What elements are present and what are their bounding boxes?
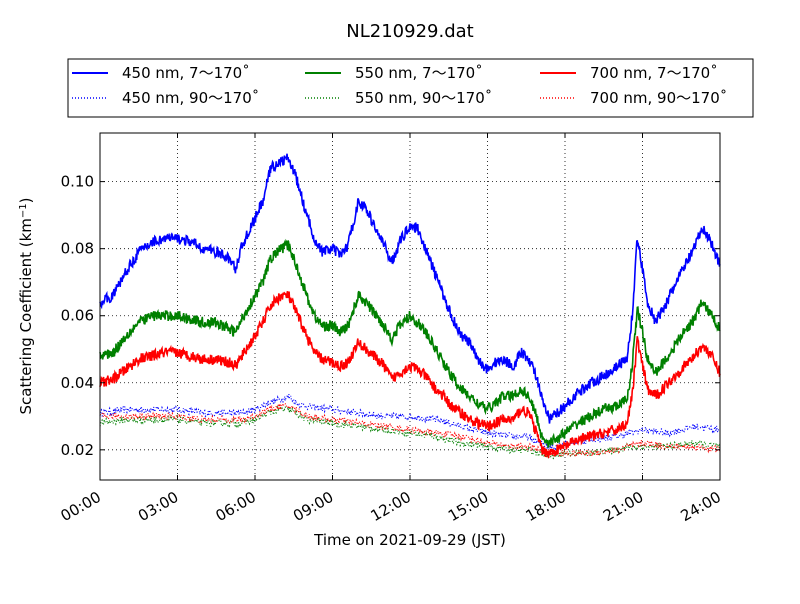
- series-layer: [99, 153, 721, 460]
- plot-frame: [99, 132, 721, 481]
- x-tick-label: 12:00: [368, 488, 414, 525]
- y-tick-label: 0.04: [61, 374, 94, 392]
- y-axis-label-main: Scattering Coefficient (km: [17, 218, 35, 414]
- x-tick-label: 03:00: [135, 488, 181, 525]
- x-tick-label: 06:00: [213, 488, 259, 525]
- series-line-4: [99, 393, 721, 451]
- legend-label: 450 nm, 90～170˚: [122, 89, 259, 107]
- chart-title: NL210929.dat: [346, 21, 473, 42]
- x-tick-label: 00:00: [58, 488, 104, 525]
- legend-label: 550 nm, 7～170˚: [355, 64, 483, 82]
- series-line-3: [99, 291, 721, 459]
- legend-label: 450 nm, 7～170˚: [122, 64, 250, 82]
- y-axis-label-close: ): [17, 197, 35, 203]
- x-tick-label: 21:00: [600, 488, 646, 525]
- plot-area: [100, 133, 720, 480]
- series-line-5: [99, 404, 721, 460]
- x-tick-label: 15:00: [445, 488, 491, 525]
- legend: 450 nm, 7～170˚ 550 nm, 7～170˚ 700 nm, 7～17…: [67, 58, 754, 118]
- x-tick-label: 24:00: [678, 488, 724, 525]
- legend-frame: [67, 58, 754, 118]
- y-tick-label: 0.06: [61, 307, 94, 325]
- y-axis-label: Scattering Coefficient (km−1): [17, 197, 35, 414]
- x-tick-label: 18:00: [523, 488, 569, 525]
- legend-label: 700 nm, 7～170˚: [590, 64, 718, 82]
- grid: [100, 133, 720, 480]
- y-tick-label: 0.10: [61, 173, 94, 191]
- y-tick-label: 0.02: [61, 441, 94, 459]
- x-axis-label: Time on 2021-09-29 (JST): [313, 531, 506, 549]
- y-axis-label-superscript: −1: [18, 203, 29, 218]
- legend-label: 550 nm, 90～170˚: [355, 89, 492, 107]
- y-tick-label: 0.08: [61, 240, 94, 258]
- series-line-1: [99, 153, 721, 424]
- series-line-2: [99, 238, 721, 448]
- x-tick-label: 09:00: [290, 488, 336, 525]
- legend-label: 700 nm, 90～170˚: [590, 89, 727, 107]
